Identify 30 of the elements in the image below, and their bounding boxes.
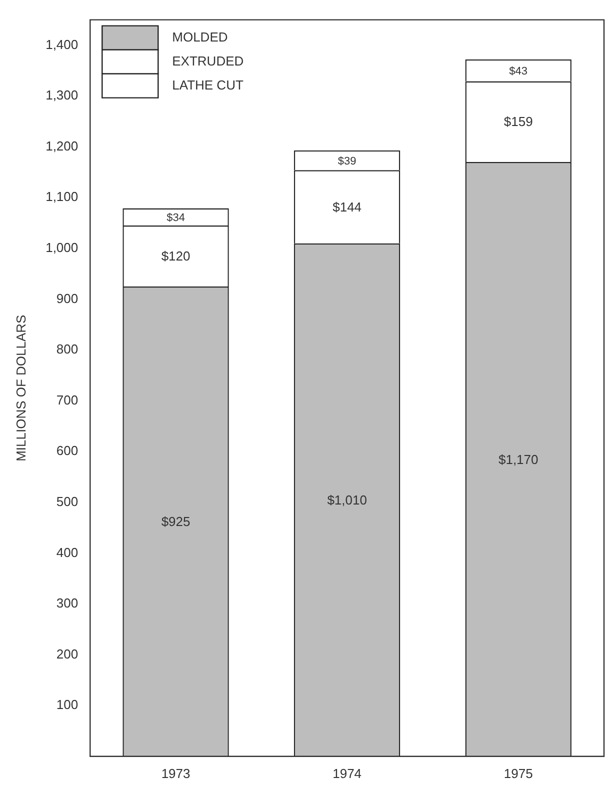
y-axis-title: MILLIONS OF DOLLARS [13, 314, 28, 462]
data-label: $39 [338, 155, 356, 168]
data-label: $144 [332, 199, 362, 214]
y-tick-label: 800 [56, 342, 78, 357]
data-label: $34 [166, 212, 185, 224]
y-tick-label: 500 [56, 494, 78, 509]
legend-label: EXTRUDED [172, 53, 244, 68]
data-label: $1,010 [327, 492, 367, 508]
y-tick-label: 600 [56, 443, 78, 458]
y-tick-label: 1,300 [46, 88, 78, 103]
x-tick-label: 1974 [332, 766, 362, 781]
y-tick-label: 900 [56, 290, 78, 306]
data-label: $1,170 [498, 452, 538, 467]
data-label: $159 [504, 114, 533, 130]
y-tick-label: 1,200 [46, 138, 78, 154]
y-tick-label: 300 [56, 596, 78, 611]
y-tick-label: 1,100 [46, 189, 78, 204]
data-label: $43 [509, 65, 528, 78]
legend-label: MOLDED [172, 29, 228, 44]
y-tick-label: 700 [56, 392, 78, 408]
y-tick-label: 1,400 [46, 36, 78, 52]
y-tick-label: 1,000 [46, 240, 78, 255]
x-tick-label: 1975 [504, 766, 533, 781]
data-label: $925 [161, 514, 190, 530]
y-tick-label: 400 [56, 544, 78, 560]
y-tick-label: 200 [56, 646, 78, 662]
y-tick-label: 100 [56, 697, 78, 712]
x-tick-label: 1973 [161, 766, 190, 781]
legend-label: LATHE CUT [172, 77, 244, 92]
data-label: $120 [161, 248, 190, 264]
